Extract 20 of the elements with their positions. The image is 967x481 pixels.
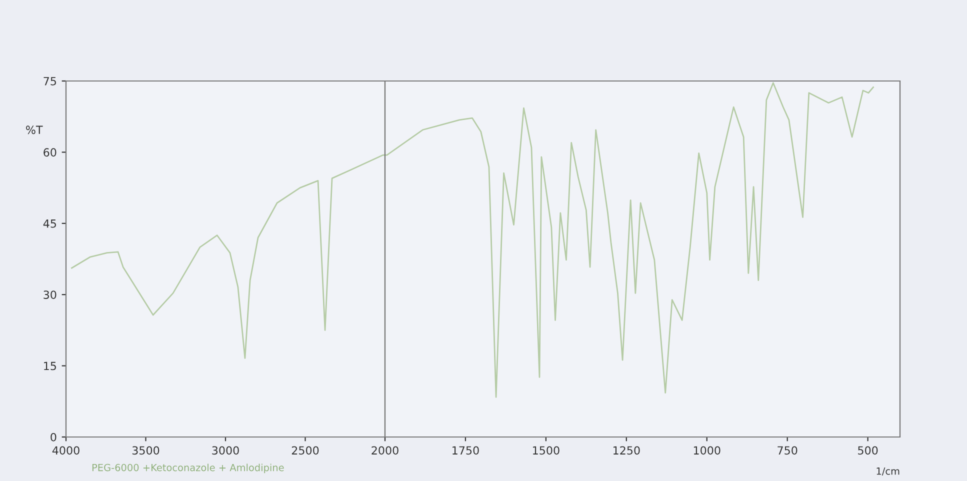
x-tick-label: 1000 (694, 446, 720, 455)
y-tick-label: 45 (43, 220, 56, 228)
x-tick-label: 4000 (52, 446, 80, 455)
x-tick-label: 2500 (292, 446, 319, 455)
y-tick-label: 75 (44, 77, 56, 86)
x-tick-label: 1250 (613, 446, 640, 455)
y-tick-label: 0 (50, 432, 56, 442)
x-tick-label: 2000 (372, 446, 398, 455)
x-axis-title: 1/cm (876, 468, 900, 476)
x-tick-label: 3000 (212, 446, 239, 455)
x-tick-label: 750 (778, 446, 798, 455)
y-tick-label: 60 (44, 148, 56, 157)
y-tick-label: 30 (44, 290, 56, 299)
y-tick-label: 15 (44, 362, 56, 370)
x-tick-label: 1750 (452, 446, 479, 455)
x-tick-label: 3500 (132, 446, 160, 455)
y-axis-title: %T (26, 126, 43, 134)
text: PEG-6000 +Ketoconazole + Amlodipine (92, 464, 284, 474)
x-tick-label: 1500 (533, 446, 560, 455)
x-tick-label: 500 (858, 446, 878, 455)
